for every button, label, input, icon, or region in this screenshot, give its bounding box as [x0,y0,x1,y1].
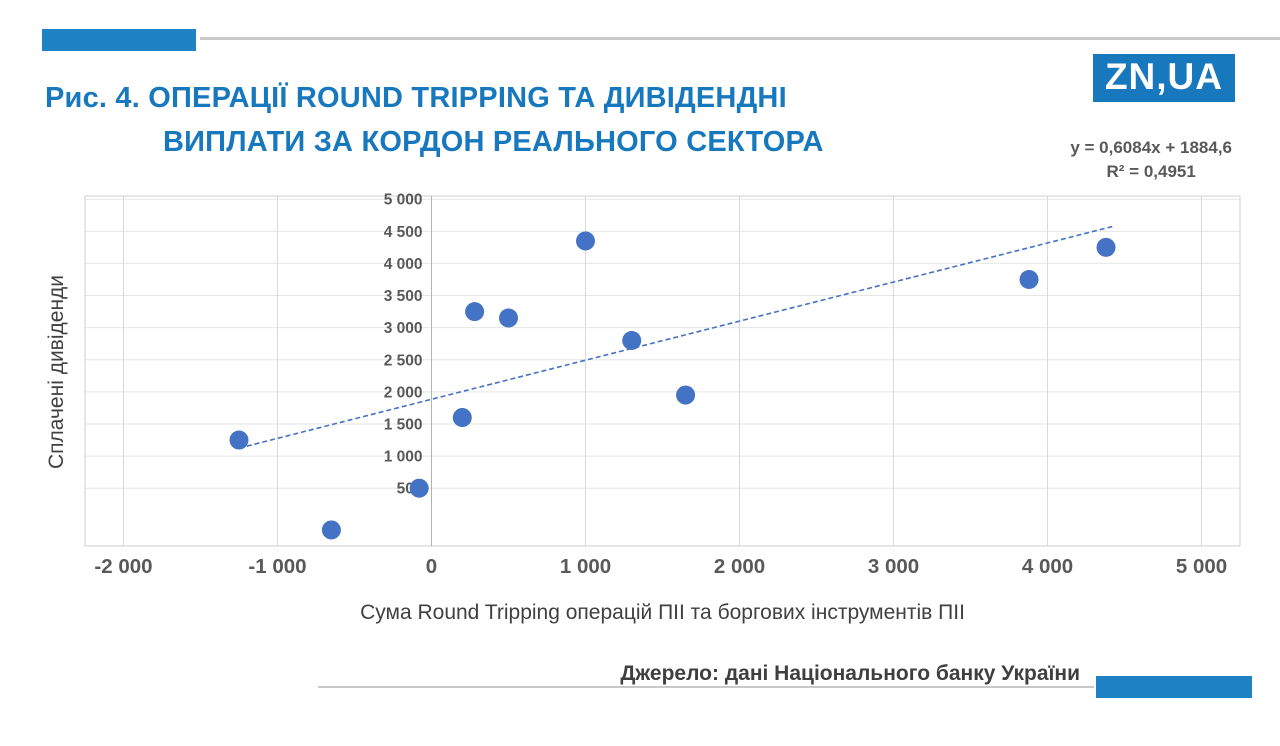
y-tick-label: 4 000 [384,256,423,273]
bottom-accent-bar [1096,676,1252,698]
trendline-r-squared: R² = 0,4951 [1106,162,1196,181]
data-point [321,520,341,540]
data-point [452,408,472,428]
plot-border [84,195,1241,547]
data-point [229,430,249,450]
figure-title-line2: ВИПЛАТИ ЗА КОРДОН РЕАЛЬНОГО СЕКТОРА [163,126,824,158]
y-tick-label: 4 500 [384,224,423,241]
data-point [1019,269,1039,289]
source-caption: Джерело: дані Національного банку Україн… [620,662,1080,685]
x-tick-label: -2 000 [94,555,152,578]
x-tick-label: 1 000 [560,555,611,578]
y-tick-label: 5 000 [384,192,423,209]
data-point [465,302,485,322]
trendline-annotation: y = 0,6084x + 1884,6 R² = 0,4951 [1070,136,1232,184]
data-point [576,231,595,251]
x-tick-label: 4 000 [1022,555,1073,578]
trendline-equation: y = 0,6084x + 1884,6 [1070,138,1232,157]
y-tick-label: 1 000 [384,449,423,466]
trendline [238,225,1113,449]
y-axis-title: Сплачені дивіденди [45,274,68,470]
x-tick-label: 3 000 [868,555,919,578]
x-tick-label: 2 000 [714,555,765,578]
data-point [676,385,696,405]
y-tick-label: 1 500 [384,416,423,433]
figure-title-line1: Рис. 4. ОПЕРАЦІЇ ROUND TRIPPING ТА ДИВІД… [45,82,787,114]
x-axis-title: Сума Round Tripping операцій ПІІ та борг… [360,601,965,624]
y-tick-label: 3 500 [384,288,423,305]
x-tick-label: 5 000 [1176,555,1227,578]
y-tick-label: 3 000 [384,320,423,337]
header-rule [200,37,1280,40]
data-point [622,330,642,350]
y-tick-label: 2 500 [384,352,423,369]
x-tick-label: 0 [426,555,437,578]
figure-title: Рис. 4. ОПЕРАЦІЇ ROUND TRIPPING ТА ДИВІД… [45,76,824,164]
top-accent-bar [42,29,196,51]
data-point [1096,237,1116,257]
footer-rule [318,686,1094,688]
x-tick-label: -1 000 [248,555,306,578]
data-point [409,478,429,498]
y-tick-label: 2 000 [384,384,423,401]
znua-logo: ZN,UA [1092,54,1235,102]
data-point [499,308,518,328]
